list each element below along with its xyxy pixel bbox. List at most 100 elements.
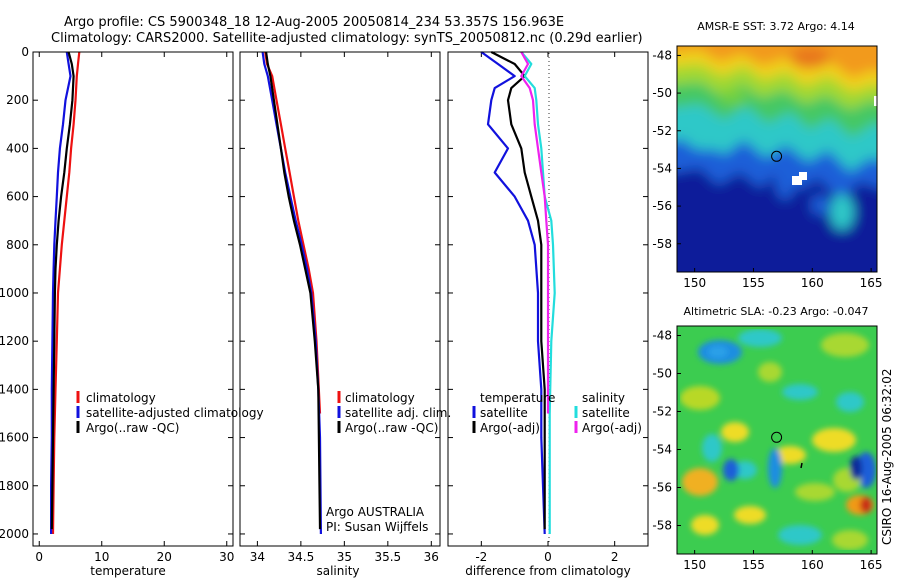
salinity-panel: 34 34.5 35 35.5 36 salinity climatology sate…: [239, 51, 451, 578]
y-tick-label: 200: [6, 93, 29, 107]
difference-legend-temperature-heading: temperature: [480, 391, 555, 405]
series-line-argo-raw-qc-: [265, 51, 322, 530]
temperature-legend: climatology satellite-adjusted climatolo…: [76, 391, 264, 435]
sla-map-field: [677, 326, 877, 554]
salinity-legend: climatology satellite adj. clim. Argo(..…: [337, 391, 451, 435]
map-x-tick-label: 165: [860, 558, 883, 572]
sla-map-frame: [676, 325, 878, 555]
map-x-tick-label: 155: [742, 558, 765, 572]
y-tick-label: 600: [6, 190, 29, 204]
x-tick-label: 30: [219, 550, 234, 564]
y-tick-label: 2000: [0, 527, 29, 541]
salinity-legend-satellite: satellite adj. clim.: [345, 406, 451, 420]
series-line-satellite-adj-clim-: [261, 51, 322, 535]
salinity-xlabel: salinity: [316, 564, 359, 578]
difference-legend: temperature satellite Argo(-adj) salinit…: [472, 391, 642, 435]
map-x-tick-label: 160: [801, 558, 824, 572]
map-x-tick-label: 155: [742, 276, 765, 290]
credit-stamp: CSIRO 16-Aug-2005 06:32:02: [880, 369, 894, 545]
temperature-legend-argo: Argo(..raw -QC): [86, 421, 179, 435]
sst-map-frame: [676, 45, 878, 273]
map-x-tick-label: 150: [683, 276, 706, 290]
x-tick-label: 20: [157, 550, 172, 564]
difference-axes-frame: [447, 51, 649, 547]
series-line-temperature-argo-adj-: [490, 51, 546, 530]
y-tick-label: 1600: [0, 431, 29, 445]
map-y-tick-label: -58: [652, 237, 672, 251]
salinity-legend-climatology: climatology: [345, 391, 415, 405]
x-tick-label: 35: [337, 550, 352, 564]
sla-map-panel: Altimetric SLA: -0.23 Argo: -0.047: [652, 305, 882, 572]
difference-xlabel: difference from climatology: [465, 564, 631, 578]
sst-map-field: [677, 46, 877, 272]
x-tick-label: 0: [544, 550, 552, 564]
y-tick-label: 400: [6, 141, 29, 155]
series-line-climatology: [51, 51, 81, 535]
map-y-tick-label: -54: [652, 443, 672, 457]
map-y-tick-label: -48: [652, 48, 672, 62]
sst-map-ticks: 150 155 160 165 -48 -50 -52 -54 -56 -58: [652, 48, 882, 290]
salinity-annotation-operator: Argo AUSTRALIA: [326, 505, 425, 519]
series-line-salinity-satellite: [520, 51, 556, 534]
sst-map-argo-marker: [771, 150, 783, 162]
y-tick-label: 0: [21, 45, 29, 59]
map-y-tick-label: -56: [652, 199, 672, 213]
figure-title-line2: Climatology: CARS2000. Satellite-adjuste…: [51, 31, 643, 46]
difference-legend-temp-satellite: satellite: [480, 406, 528, 420]
temperature-series: [49, 51, 81, 535]
y-tick-label: 1400: [0, 382, 29, 396]
series-line-salinity-argo-adj-: [520, 51, 550, 414]
x-tick-label: 34: [250, 550, 265, 564]
map-y-tick-label: -50: [652, 86, 672, 100]
salinity-series: [261, 51, 322, 535]
map-y-tick-label: -58: [652, 519, 672, 533]
y-tick-label: 1200: [0, 334, 29, 348]
salinity-legend-argo: Argo(..raw -QC): [345, 421, 438, 435]
map-x-tick-label: 150: [683, 558, 706, 572]
sst-map-panel: AMSR-E SST: 3.72 Argo: 4.14: [652, 20, 882, 290]
figure-title-line1: Argo profile: CS 5900348_18 12-Aug-2005 …: [64, 15, 564, 30]
map-x-tick-label: 160: [801, 276, 824, 290]
difference-legend-sal-argo: Argo(-adj): [582, 421, 642, 435]
map-y-tick-label: -56: [652, 481, 672, 495]
temperature-ticks: 0 10 20 30 0 200 400 600 800 1000 1200 1400 1600 1800…: [0, 45, 234, 564]
temperature-xlabel: temperature: [90, 564, 165, 578]
sla-map-argo-marker: [771, 431, 783, 443]
map-y-tick-label: -52: [652, 405, 672, 419]
y-tick-label: 1800: [0, 479, 29, 493]
y-tick-label: 1000: [0, 286, 29, 300]
sla-map-title: Altimetric SLA: -0.23 Argo: -0.047: [684, 305, 869, 318]
x-tick-label: 35.5: [374, 550, 401, 564]
temperature-panel: 0 10 20 30 0 200 400 600 800 1000 1200 1400 1600 1800…: [0, 45, 264, 578]
map-y-tick-label: -54: [652, 161, 672, 175]
salinity-ticks: 34 34.5 35 35.5 36: [240, 51, 440, 564]
sst-map-title: AMSR-E SST: 3.72 Argo: 4.14: [697, 20, 855, 33]
x-tick-label: -2: [475, 550, 487, 564]
series-line-argo-raw-qc-: [50, 51, 75, 530]
y-tick-label: 800: [6, 238, 29, 252]
difference-series: [480, 51, 556, 535]
map-y-tick-label: -50: [652, 367, 672, 381]
temperature-legend-satellite: satellite-adjusted climatology: [86, 406, 264, 420]
sla-map-ticks: 150 155 160 165 -48 -50 -52 -54 -56 -58: [652, 329, 882, 573]
difference-legend-sal-satellite: satellite: [582, 406, 630, 420]
x-tick-label: 0: [35, 550, 43, 564]
difference-panel: -2 0 2 difference from climatology tempera…: [447, 51, 649, 578]
difference-legend-salinity-heading: salinity: [582, 391, 625, 405]
x-tick-label: 34.5: [288, 550, 315, 564]
map-x-tick-label: 165: [860, 276, 883, 290]
series-line-temperature-satellite: [480, 51, 546, 535]
x-tick-label: 2: [611, 550, 619, 564]
series-line-satellite-adjusted-climatology: [49, 51, 72, 534]
series-line-climatology: [264, 51, 322, 414]
salinity-annotation-pi: PI: Susan Wijffels: [326, 520, 428, 534]
difference-legend-temp-argo: Argo(-adj): [480, 421, 540, 435]
salinity-axes-frame: [239, 51, 441, 547]
map-y-tick-label: -48: [652, 329, 672, 343]
x-tick-label: 10: [94, 550, 109, 564]
temperature-axes-frame: [32, 51, 234, 547]
x-tick-label: 36: [424, 550, 439, 564]
temperature-legend-climatology: climatology: [86, 391, 156, 405]
map-y-tick-label: -52: [652, 124, 672, 138]
